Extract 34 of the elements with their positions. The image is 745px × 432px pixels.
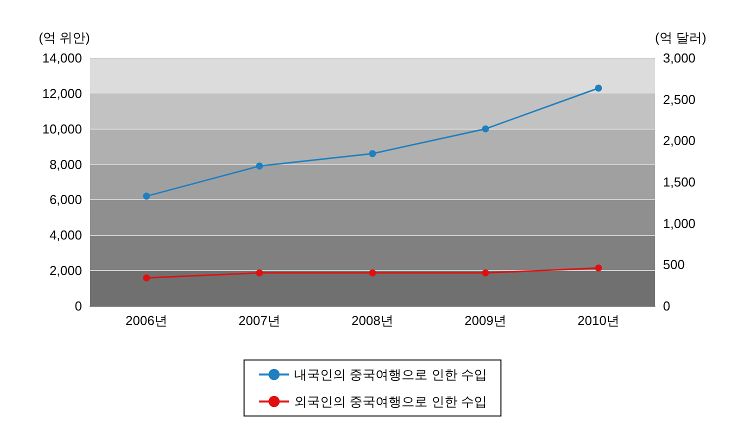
- point: [369, 150, 376, 158]
- y2-tick-label: 2,500: [663, 92, 696, 107]
- y-tick-label: 12,000: [42, 86, 82, 101]
- x-tick-label: 2008년: [352, 313, 394, 328]
- x-tick-label: 2006년: [126, 313, 168, 328]
- point: [482, 125, 489, 132]
- y-tick-label: 4,000: [49, 228, 82, 243]
- point: [256, 162, 263, 170]
- point: [595, 264, 602, 272]
- y-tick-label: 0: [74, 298, 82, 314]
- legend-label: 내국인의 중국여행으로 인한 수입: [294, 367, 487, 382]
- y2-tick-label: 1,000: [663, 216, 696, 231]
- x-tick-label: 2009년: [464, 313, 506, 328]
- x-tick-label: 2007년: [238, 313, 280, 328]
- y2-tick-label: 2,000: [663, 133, 696, 148]
- y-tick-label: 8,000: [49, 156, 82, 172]
- y-tick-label: 6,000: [49, 192, 82, 208]
- point: [595, 84, 602, 92]
- y2-tick-label: 500: [663, 257, 685, 272]
- y-tick-label: 10,000: [42, 121, 82, 136]
- point: [369, 269, 376, 276]
- y2-tick-label: 1,500: [663, 174, 696, 190]
- y2-axis-title: (억 달러): [655, 30, 706, 45]
- legend-label: 외국인의 중국여행으로 인한 수입: [294, 394, 487, 409]
- point: [143, 192, 150, 200]
- point: [143, 274, 150, 282]
- x-tick-label: 2010년: [578, 313, 620, 328]
- y2-tick-label: 3,000: [663, 50, 696, 66]
- point: [256, 269, 263, 276]
- y-tick-label: 14,000: [42, 50, 82, 66]
- y-tick-label: 2,000: [49, 263, 82, 278]
- y-axis-title: (억 위안): [38, 30, 90, 45]
- y2-tick-label: 0: [663, 298, 670, 314]
- point: [482, 269, 489, 276]
